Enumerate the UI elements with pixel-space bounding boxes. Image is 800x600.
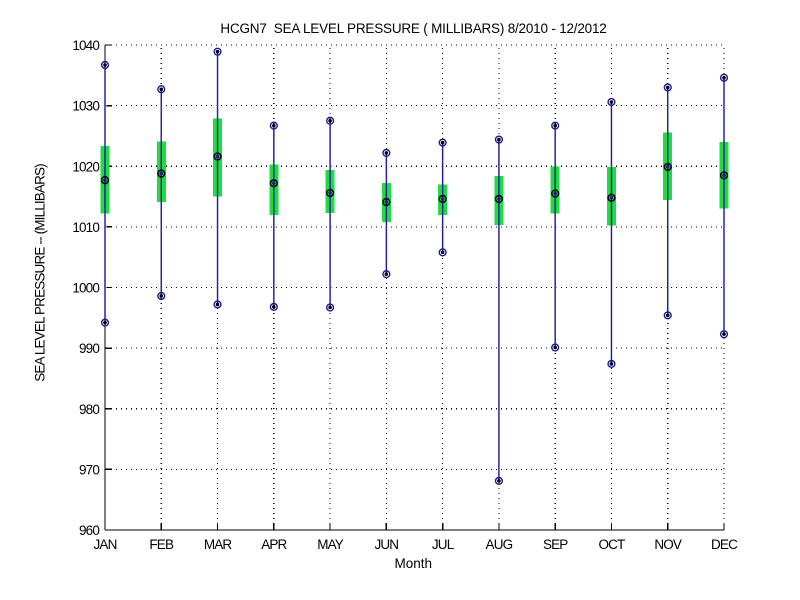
svg-text:970: 970 [79, 462, 99, 477]
svg-text:AUG: AUG [486, 537, 513, 552]
svg-text:HCGN7 SEA LEVEL PRESSURE ( MI: HCGN7 SEA LEVEL PRESSURE ( MILLIBARS) 8/… [220, 21, 606, 36]
svg-text:990: 990 [79, 341, 99, 356]
svg-text:SEP: SEP [543, 537, 568, 552]
svg-text:JUN: JUN [375, 537, 399, 552]
svg-text:DEC: DEC [711, 537, 738, 552]
svg-text:MAY: MAY [317, 537, 344, 552]
svg-text:SEA LEVEL PRESSURE -- (MILLIBA: SEA LEVEL PRESSURE -- (MILLIBARS) [33, 164, 48, 382]
svg-text:FEB: FEB [149, 537, 174, 552]
svg-text:1020: 1020 [72, 159, 99, 174]
svg-text:JAN: JAN [94, 537, 117, 552]
svg-text:Month: Month [395, 556, 433, 571]
svg-text:1040: 1040 [72, 38, 99, 53]
svg-text:1010: 1010 [72, 220, 99, 235]
svg-text:1000: 1000 [72, 281, 99, 296]
svg-text:APR: APR [261, 537, 287, 552]
svg-text:MAR: MAR [204, 537, 233, 552]
svg-text:960: 960 [79, 523, 99, 538]
svg-text:JUL: JUL [432, 537, 455, 552]
svg-text:1030: 1030 [72, 99, 99, 114]
svg-text:OCT: OCT [598, 537, 625, 552]
svg-text:980: 980 [79, 402, 99, 417]
svg-text:NOV: NOV [654, 537, 682, 552]
